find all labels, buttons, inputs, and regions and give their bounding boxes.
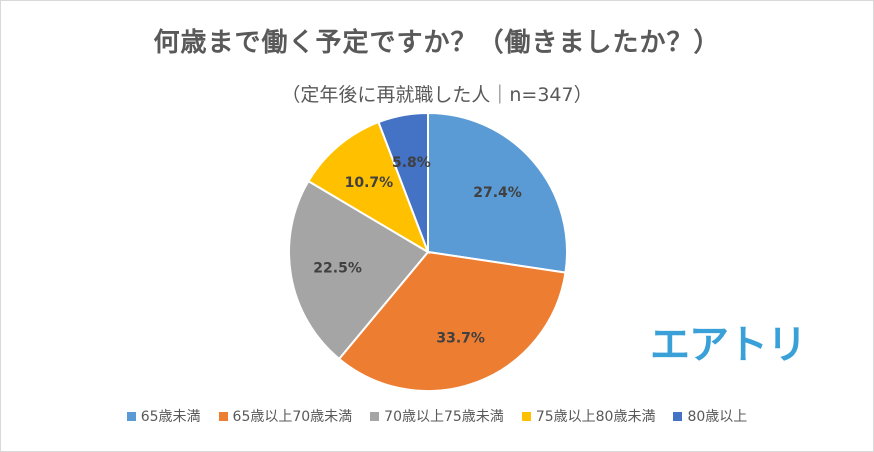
legend-item-4: 75歳以上80歳未満 xyxy=(521,406,656,426)
legend-item-1: 65歳未満 xyxy=(126,406,201,426)
pie-slice-2 xyxy=(337,250,567,392)
legend-swatch-3 xyxy=(370,411,380,421)
chart-title: 何歳まで働く予定ですか？（働きましたか？） xyxy=(153,28,721,58)
legend-swatch-5 xyxy=(673,411,683,421)
legend-label-5: 80歳以上 xyxy=(687,409,748,425)
slice-data-label-2: 33.7% xyxy=(436,331,485,347)
slice-data-label-1: 27.4% xyxy=(473,185,522,201)
legend-swatch-2 xyxy=(218,411,228,421)
pie-slice-3 xyxy=(288,179,430,361)
legend-item-5: 80歳以上 xyxy=(673,406,747,426)
pie-slice-4 xyxy=(307,120,430,255)
legend-item-2: 65歳以上70歳未満 xyxy=(218,406,353,426)
slice-data-label-5: 5.8% xyxy=(392,155,431,171)
legend-swatch-1 xyxy=(126,411,136,421)
slice-data-label-3: 22.5% xyxy=(313,261,362,277)
legend-item-3: 70歳以上75歳未満 xyxy=(370,406,504,426)
slice-data-label-4: 10.7% xyxy=(345,175,394,191)
chart-subtitle: （定年後に再就職した人｜n=347） xyxy=(281,84,593,106)
brand-logo: エアトリ xyxy=(650,322,807,368)
pie-slice-5 xyxy=(377,111,429,253)
chart-legend: 65歳未満 65歳以上70歳未満 70歳以上75歳未満 75歳以上80歳未満 80歳以上 xyxy=(0,406,874,426)
legend-swatch-4 xyxy=(521,411,531,421)
legend-label-3: 70歳以上75歳未満 xyxy=(384,409,504,425)
legend-label-2: 65歳以上70歳未満 xyxy=(232,409,353,425)
pie-slice-1 xyxy=(427,111,568,274)
legend-label-4: 75歳以上80歳未満 xyxy=(535,409,656,425)
legend-label-1: 65歳未満 xyxy=(140,409,201,425)
